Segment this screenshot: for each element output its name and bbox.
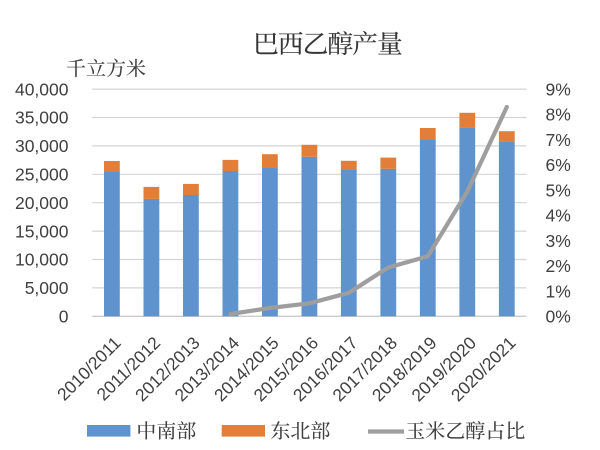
- svg-text:4%: 4%: [546, 206, 571, 226]
- svg-text:30,000: 30,000: [15, 136, 69, 156]
- svg-text:25,000: 25,000: [15, 165, 69, 185]
- svg-text:9%: 9%: [546, 79, 571, 99]
- svg-text:1%: 1%: [546, 281, 571, 301]
- svg-text:35,000: 35,000: [15, 108, 69, 128]
- svg-text:5,000: 5,000: [25, 278, 69, 298]
- svg-text:8%: 8%: [546, 105, 571, 125]
- svg-text:5%: 5%: [546, 180, 571, 200]
- svg-text:40,000: 40,000: [15, 79, 69, 99]
- svg-text:10,000: 10,000: [15, 250, 69, 270]
- svg-text:20,000: 20,000: [15, 193, 69, 213]
- svg-text:2%: 2%: [546, 256, 571, 276]
- svg-text:3%: 3%: [546, 231, 571, 251]
- svg-text:7%: 7%: [546, 130, 571, 150]
- svg-text:15,000: 15,000: [15, 221, 69, 241]
- svg-text:6%: 6%: [546, 155, 571, 175]
- svg-text:0%: 0%: [546, 307, 571, 327]
- svg-text:0: 0: [59, 307, 69, 327]
